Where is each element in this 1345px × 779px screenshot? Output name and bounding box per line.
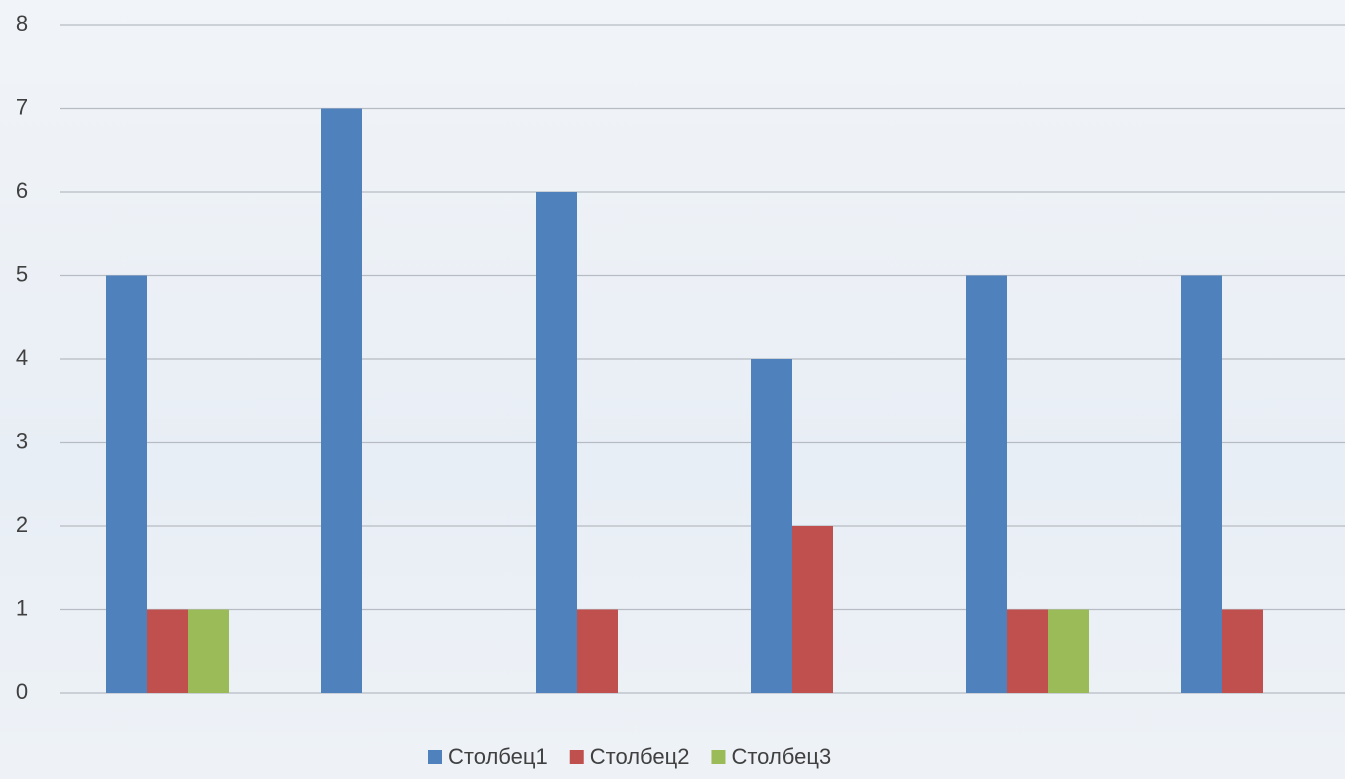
bar <box>147 609 188 693</box>
y-tick-label: 8 <box>16 11 28 36</box>
bar <box>106 275 147 693</box>
bar <box>751 359 792 693</box>
legend-swatch <box>569 750 584 764</box>
bar <box>1181 275 1222 693</box>
bar <box>188 609 229 693</box>
legend-label: Столбец3 <box>731 744 831 769</box>
bar <box>966 275 1007 693</box>
y-tick-label: 5 <box>16 261 28 286</box>
bar <box>577 609 618 693</box>
bar <box>1048 609 1089 693</box>
y-tick-label: 3 <box>16 428 28 453</box>
legend-swatch <box>428 750 442 764</box>
y-tick-label: 2 <box>16 512 28 537</box>
y-tick-label: 0 <box>16 679 28 704</box>
bar <box>1222 609 1263 693</box>
y-tick-label: 1 <box>16 595 28 620</box>
legend-swatch <box>711 750 726 764</box>
bar <box>792 526 833 693</box>
y-tick-label: 7 <box>16 94 28 119</box>
legend-label: Столбец1 <box>448 744 548 769</box>
y-tick-label: 4 <box>16 345 28 370</box>
bar <box>321 108 362 693</box>
legend-label: Столбец2 <box>590 744 690 769</box>
y-tick-label: 6 <box>16 178 28 203</box>
bar <box>536 192 577 693</box>
bar <box>1007 609 1048 693</box>
